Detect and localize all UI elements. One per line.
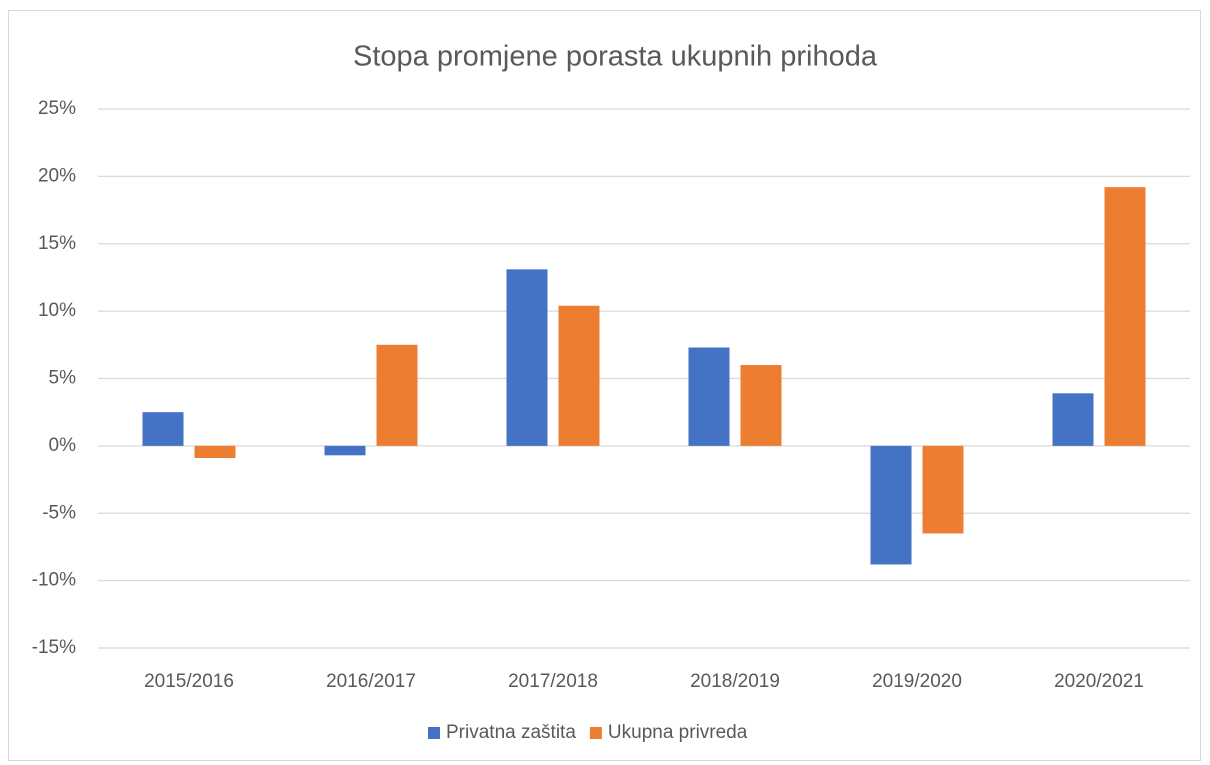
bar	[558, 305, 600, 446]
bar	[376, 344, 418, 446]
legend-swatch	[428, 727, 440, 739]
bar	[506, 269, 548, 446]
legend-swatch	[589, 727, 602, 739]
y-tick-label: 20%	[38, 165, 76, 186]
chart-border	[8, 10, 1201, 761]
bar	[740, 365, 782, 446]
y-tick-label: 10%	[38, 300, 76, 321]
y-tick-label: 15%	[38, 233, 76, 254]
x-tick-label: 2020/2021	[1054, 671, 1144, 692]
y-tick-label: -10%	[32, 570, 76, 591]
y-tick-label: 5%	[49, 368, 77, 389]
bar	[1052, 393, 1094, 446]
bar	[142, 412, 184, 446]
x-tick-label: 2015/2016	[144, 671, 234, 692]
y-tick-label: -5%	[42, 502, 76, 523]
chart-title: Stopa promjene porasta ukupnih prihoda	[353, 41, 878, 73]
y-tick-label: -15%	[32, 637, 76, 658]
y-tick-label: 25%	[38, 98, 76, 119]
x-tick-label: 2016/2017	[326, 671, 416, 692]
bar	[922, 445, 964, 534]
bar	[194, 445, 236, 459]
x-tick-label: 2018/2019	[690, 671, 780, 692]
bar	[324, 445, 366, 456]
bar	[688, 347, 730, 446]
y-tick-label: 0%	[49, 435, 77, 456]
bar	[870, 445, 912, 565]
legend-label: Ukupna privreda	[608, 722, 748, 743]
legend-label: Privatna zaštita	[446, 722, 576, 743]
x-tick-label: 2017/2018	[508, 671, 598, 692]
bar	[1104, 187, 1146, 446]
x-tick-label: 2019/2020	[872, 671, 962, 692]
